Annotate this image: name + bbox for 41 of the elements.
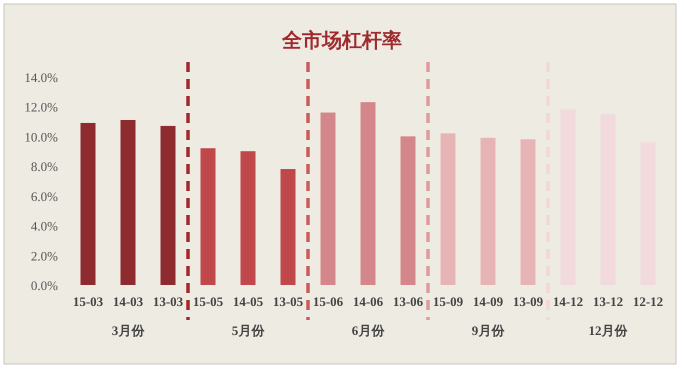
x-tick-label: 15-06 xyxy=(312,294,344,309)
text: 12月份 xyxy=(588,323,628,338)
x-tick-label: 13-05 xyxy=(272,294,304,309)
x-tick-label: 12-12 xyxy=(632,294,664,309)
y-tick-label: 14.0% xyxy=(24,70,58,85)
x-tick-label: 13-03 xyxy=(152,294,184,309)
bar xyxy=(80,122,96,285)
x-tick-label: 14-06 xyxy=(352,294,384,309)
x-tick-label: 13-09 xyxy=(512,294,544,309)
x-tick-label: 14-05 xyxy=(232,294,264,309)
y-tick-label: 8.0% xyxy=(30,159,58,174)
x-tick-label: 13-12 xyxy=(592,294,624,309)
y-tick-label: 0.0% xyxy=(30,278,58,293)
text: 9月份 xyxy=(472,323,506,338)
bar xyxy=(280,169,296,285)
bar xyxy=(160,126,176,285)
bar xyxy=(120,120,136,285)
x-tick-label: 15-05 xyxy=(192,294,224,309)
bar xyxy=(200,148,216,285)
bar xyxy=(400,136,416,285)
bar xyxy=(520,139,536,285)
bar xyxy=(360,102,376,285)
x-tick-label: 15-03 xyxy=(72,294,104,309)
y-tick-label: 2.0% xyxy=(30,248,58,264)
bar xyxy=(240,151,256,285)
chart-title: 全市场杠杆率 xyxy=(281,29,402,52)
y-tick-label: 10.0% xyxy=(24,129,58,144)
x-tick-label: 14-09 xyxy=(472,294,504,309)
bar xyxy=(320,112,336,285)
text: 3月份 xyxy=(112,323,146,338)
text: 5月份 xyxy=(232,323,266,338)
text: 6月份 xyxy=(352,323,386,338)
bar xyxy=(480,138,496,285)
y-tick-label: 6.0% xyxy=(30,188,58,204)
x-tick-label: 14-03 xyxy=(112,294,144,309)
x-tick-label: 14-12 xyxy=(552,294,584,309)
x-tick-label: 13-06 xyxy=(392,294,424,309)
y-tick-label: 12.0% xyxy=(24,100,58,115)
bar xyxy=(440,133,456,285)
x-tick-label: 15-09 xyxy=(432,294,464,309)
y-tick-label: 4.0% xyxy=(30,218,58,234)
